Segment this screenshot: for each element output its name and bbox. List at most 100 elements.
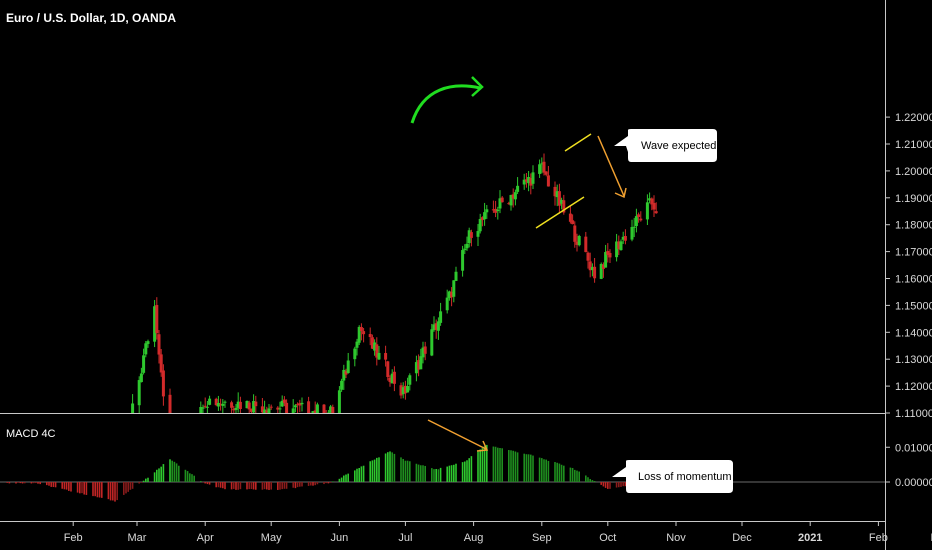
candle-body (247, 402, 251, 410)
candle-body (599, 264, 603, 279)
candle-body (601, 264, 605, 269)
candle-body (480, 217, 484, 221)
candle-body (254, 401, 258, 407)
candle-body (408, 375, 412, 385)
time-tick-label: Jul (398, 532, 412, 544)
candle-body (529, 178, 533, 186)
candle-body (263, 409, 267, 413)
candle-body (245, 400, 249, 409)
candle-body (285, 402, 289, 413)
candle-body (390, 373, 394, 384)
candle-body (461, 250, 465, 271)
candle-body (494, 208, 498, 213)
time-axis[interactable]: Feb Mar Apr May Jun Jul Aug Sep Oct Nov Dec 2021 Feb… (64, 521, 932, 544)
candle-body (648, 198, 652, 201)
candle-body (463, 248, 467, 251)
price-tick-label: 1.15000 (895, 300, 932, 312)
candle-body (139, 373, 143, 383)
time-tick-label: Mar (128, 532, 147, 544)
candle-body (388, 377, 392, 383)
price-tick-label: 1.17000 (895, 247, 932, 259)
candle-body (298, 403, 302, 406)
candle-body (452, 280, 456, 297)
macd-histogram (0, 444, 885, 502)
candle-body (485, 209, 489, 213)
time-tick-label: Aug (464, 532, 484, 544)
candle-body (214, 398, 218, 406)
candle-body (634, 216, 638, 227)
candle-body (278, 408, 282, 410)
price-tick-label: 1.19000 (895, 193, 932, 205)
macd-divergence-arrowhead (476, 440, 489, 452)
time-tick-label: Mar (931, 532, 932, 544)
candle-body (608, 252, 612, 258)
candle-body (230, 402, 234, 408)
candle-body (368, 334, 372, 338)
candle-body (340, 380, 344, 390)
time-tick-label: Jun (331, 532, 349, 544)
candle-body (586, 252, 590, 261)
candle-body (346, 360, 350, 373)
candle-body (144, 343, 148, 355)
macd-divergence-arrow[interactable] (427, 419, 487, 450)
candle-body (280, 400, 284, 407)
time-tick-label: Oct (599, 532, 616, 544)
candle-body (577, 235, 581, 246)
macd-axis[interactable]: 0.00000 0.01000 (885, 442, 932, 489)
candle-body (386, 361, 390, 377)
candle-body (362, 331, 366, 335)
candle-body (454, 271, 458, 281)
candle-body (419, 356, 423, 370)
candle-body (311, 411, 315, 413)
callout-loss-of-momentum[interactable]: Loss of momentum (612, 460, 733, 493)
price-tick-label: 1.21000 (895, 139, 932, 151)
candle-body (232, 408, 236, 411)
candle-body (469, 232, 473, 238)
candle-body (353, 348, 357, 360)
time-tick-label: Sep (532, 532, 552, 544)
channel-upper-line[interactable] (564, 133, 592, 152)
candle-body (527, 177, 531, 184)
orange-down-arrow[interactable] (597, 135, 625, 197)
candle-body (575, 241, 579, 245)
candle-body (434, 323, 438, 330)
candle-body (265, 410, 269, 413)
candle-body (500, 197, 504, 203)
time-tick-label: Apr (197, 532, 214, 544)
candle-body (606, 250, 610, 255)
candle-body (276, 407, 280, 410)
candle-body (260, 406, 264, 413)
candle-body (131, 403, 135, 413)
candle-body (384, 353, 388, 360)
candle-body (392, 371, 396, 384)
candle-body (322, 404, 326, 413)
time-tick-label: Feb (869, 532, 888, 544)
candle-body (531, 172, 535, 184)
callout-text: Loss of momentum (638, 471, 732, 483)
candle-body (414, 362, 418, 374)
candle-body (329, 406, 333, 413)
candle-body (553, 186, 557, 197)
channel-lower-line[interactable] (535, 196, 585, 229)
candle-body (507, 203, 511, 205)
candle-body (555, 191, 559, 198)
time-tick-label: May (261, 532, 282, 544)
candle-body (370, 337, 374, 349)
candle-body (445, 297, 449, 311)
candle-body (513, 192, 517, 200)
chart-title: Euro / U.S. Dollar, 1D, OANDA (6, 11, 176, 25)
price-axis[interactable]: 1.11000 1.12000 1.13000 1.14000 1.15000 1.160… (885, 112, 932, 420)
price-tick-label: 1.13000 (895, 354, 932, 366)
green-curved-arrow[interactable] (410, 84, 481, 124)
candle-body (573, 225, 577, 242)
candle-body (436, 321, 440, 331)
candle-body (498, 198, 502, 209)
candle-body (544, 171, 548, 175)
callout-wave-expected[interactable]: Wave expected (614, 129, 717, 162)
candle-body (267, 408, 271, 413)
callout-bubble (612, 460, 733, 493)
candle-body (540, 163, 544, 165)
candle-body (252, 401, 256, 413)
